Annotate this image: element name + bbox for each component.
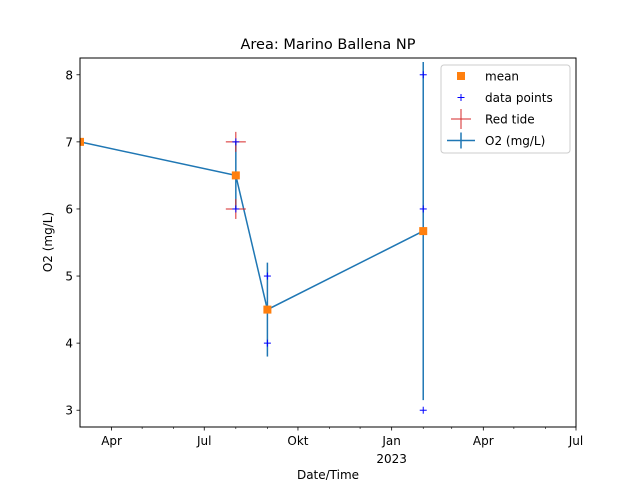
x-axis-label: Date/Time bbox=[297, 468, 359, 480]
legend-handle-mean bbox=[457, 72, 465, 80]
legend-label: data points bbox=[485, 91, 553, 105]
chart-title: Area: Marino Ballena NP bbox=[240, 37, 415, 53]
data-point-marker bbox=[232, 205, 240, 213]
y-axis-label: O2 (mg/L) bbox=[41, 212, 55, 272]
y-tick-label: 5 bbox=[65, 270, 73, 284]
data-point-marker bbox=[263, 272, 271, 280]
x-tick-label: Jul bbox=[196, 434, 211, 448]
y-tick-label: 7 bbox=[65, 135, 73, 149]
legend-handle-red-tide bbox=[451, 109, 471, 129]
x-tick-label: Jan bbox=[381, 434, 401, 448]
data-point-marker bbox=[232, 138, 240, 146]
legend-item: Red tide bbox=[451, 109, 535, 129]
data-point-marker bbox=[419, 205, 427, 213]
x-tick-sublabel: 2023 bbox=[376, 452, 407, 466]
legend-label: Red tide bbox=[485, 113, 535, 127]
legend-item: data points bbox=[457, 91, 553, 105]
legend-item: O2 (mg/L) bbox=[447, 132, 545, 149]
legend-item: mean bbox=[457, 70, 519, 84]
y-tick-label: 4 bbox=[65, 337, 73, 351]
mean-marker bbox=[231, 171, 240, 180]
mean-marker bbox=[419, 227, 428, 236]
series-data-points bbox=[232, 71, 427, 414]
o2-line bbox=[80, 141, 424, 311]
y-tick-label: 8 bbox=[65, 68, 73, 82]
legend-handle-data-points bbox=[457, 94, 465, 101]
series-mean-markers bbox=[80, 137, 428, 314]
legend-label: O2 (mg/L) bbox=[485, 134, 545, 148]
y-tick-label: 6 bbox=[65, 202, 73, 216]
data-point-marker bbox=[263, 339, 271, 347]
mean-marker bbox=[263, 305, 272, 314]
plot-area bbox=[80, 62, 428, 414]
legend: mean data points Red tide O2 (mg/L) bbox=[440, 64, 571, 154]
y-tick-label: 3 bbox=[65, 404, 73, 418]
data-point-marker bbox=[419, 406, 427, 414]
axes-frame bbox=[79, 57, 577, 428]
x-tick-label: Apr bbox=[101, 434, 122, 448]
x-tick-label: Okt bbox=[287, 434, 308, 448]
data-point-marker bbox=[419, 71, 427, 79]
legend-box bbox=[440, 64, 571, 154]
x-tick-label: Apr bbox=[473, 434, 494, 448]
mean-marker bbox=[80, 137, 84, 146]
x-tick-label: Jul bbox=[568, 434, 583, 448]
legend-label: mean bbox=[485, 70, 519, 84]
axes: 3 4 5 6 7 8 Apr Jul Okt Jan 2023 Apr Jul bbox=[65, 57, 583, 466]
